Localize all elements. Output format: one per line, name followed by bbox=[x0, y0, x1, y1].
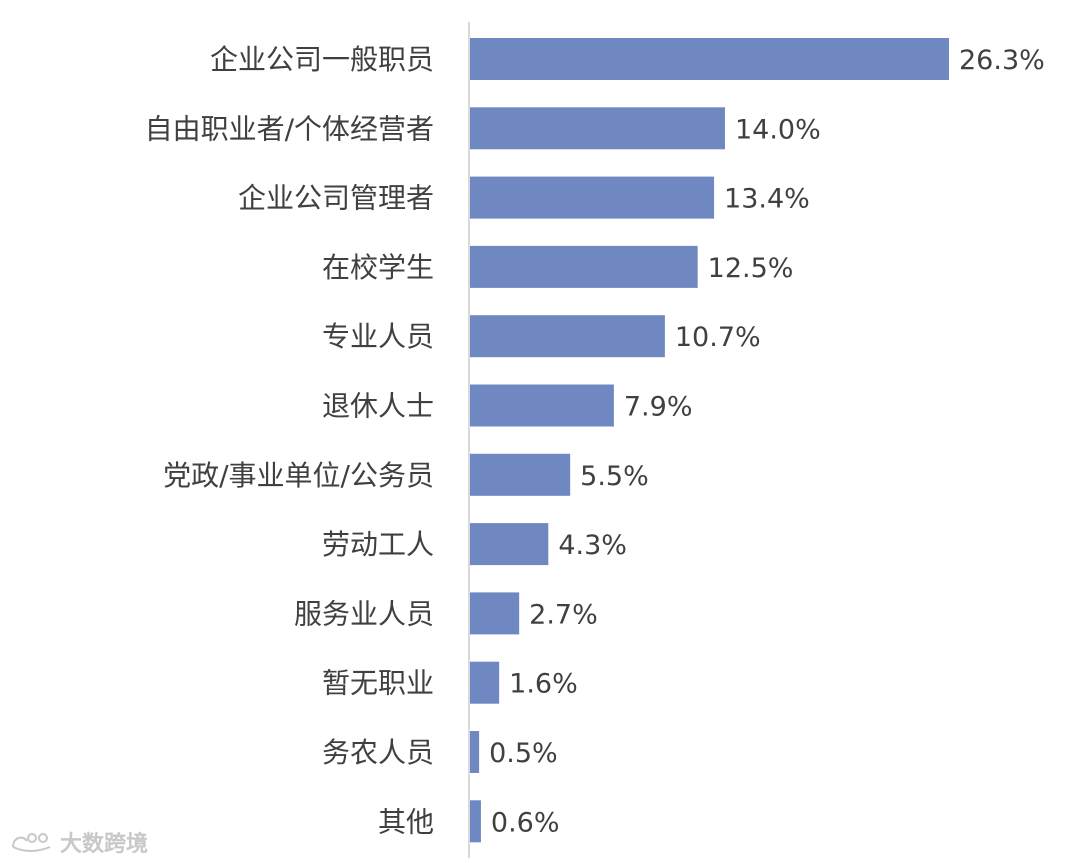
value-label: 14.0% bbox=[735, 114, 821, 145]
category-label: 务农人员 bbox=[322, 736, 434, 769]
bar bbox=[470, 661, 500, 704]
value-label: 2.7% bbox=[529, 599, 598, 630]
bar bbox=[470, 176, 715, 219]
bar bbox=[470, 453, 571, 496]
value-label: 0.5% bbox=[489, 738, 558, 769]
watermark: 大数跨境 bbox=[10, 826, 148, 858]
value-label: 10.7% bbox=[675, 322, 761, 353]
category-label: 自由职业者/个体经营者 bbox=[145, 112, 434, 145]
value-label: 5.5% bbox=[580, 461, 649, 492]
value-label: 4.3% bbox=[558, 530, 627, 561]
value-label: 0.6% bbox=[491, 807, 560, 838]
value-label: 12.5% bbox=[708, 253, 794, 284]
watermark-text: 大数跨境 bbox=[60, 832, 149, 857]
bar bbox=[470, 523, 549, 566]
bar bbox=[470, 800, 481, 843]
category-label: 专业人员 bbox=[322, 320, 434, 353]
category-label: 在校学生 bbox=[322, 251, 434, 284]
category-label: 暂无职业 bbox=[322, 667, 434, 700]
category-label: 党政/事业单位/公务员 bbox=[163, 459, 434, 492]
bar bbox=[470, 107, 725, 150]
bar bbox=[470, 384, 614, 427]
bar bbox=[470, 592, 520, 635]
bars-group: 企业公司一般职员 26.3% 自由职业者/个体经营者 14.0% 企业公司管理者 13.4… bbox=[145, 38, 1045, 843]
category-label: 服务业人员 bbox=[294, 597, 434, 630]
bar bbox=[470, 245, 698, 288]
value-label: 7.9% bbox=[624, 392, 693, 423]
value-label: 26.3% bbox=[959, 45, 1045, 76]
category-label: 企业公司一般职员 bbox=[210, 43, 434, 76]
category-label: 退休人士 bbox=[322, 390, 434, 423]
watermark-logo-icon bbox=[12, 833, 51, 852]
bar bbox=[470, 38, 949, 80]
category-label: 劳动工人 bbox=[322, 528, 434, 561]
category-label: 其他 bbox=[378, 805, 434, 838]
value-label: 13.4% bbox=[724, 184, 810, 215]
category-label: 企业公司管理者 bbox=[238, 182, 434, 215]
bar bbox=[470, 731, 480, 773]
value-label: 1.6% bbox=[509, 669, 578, 700]
bar bbox=[470, 315, 665, 358]
